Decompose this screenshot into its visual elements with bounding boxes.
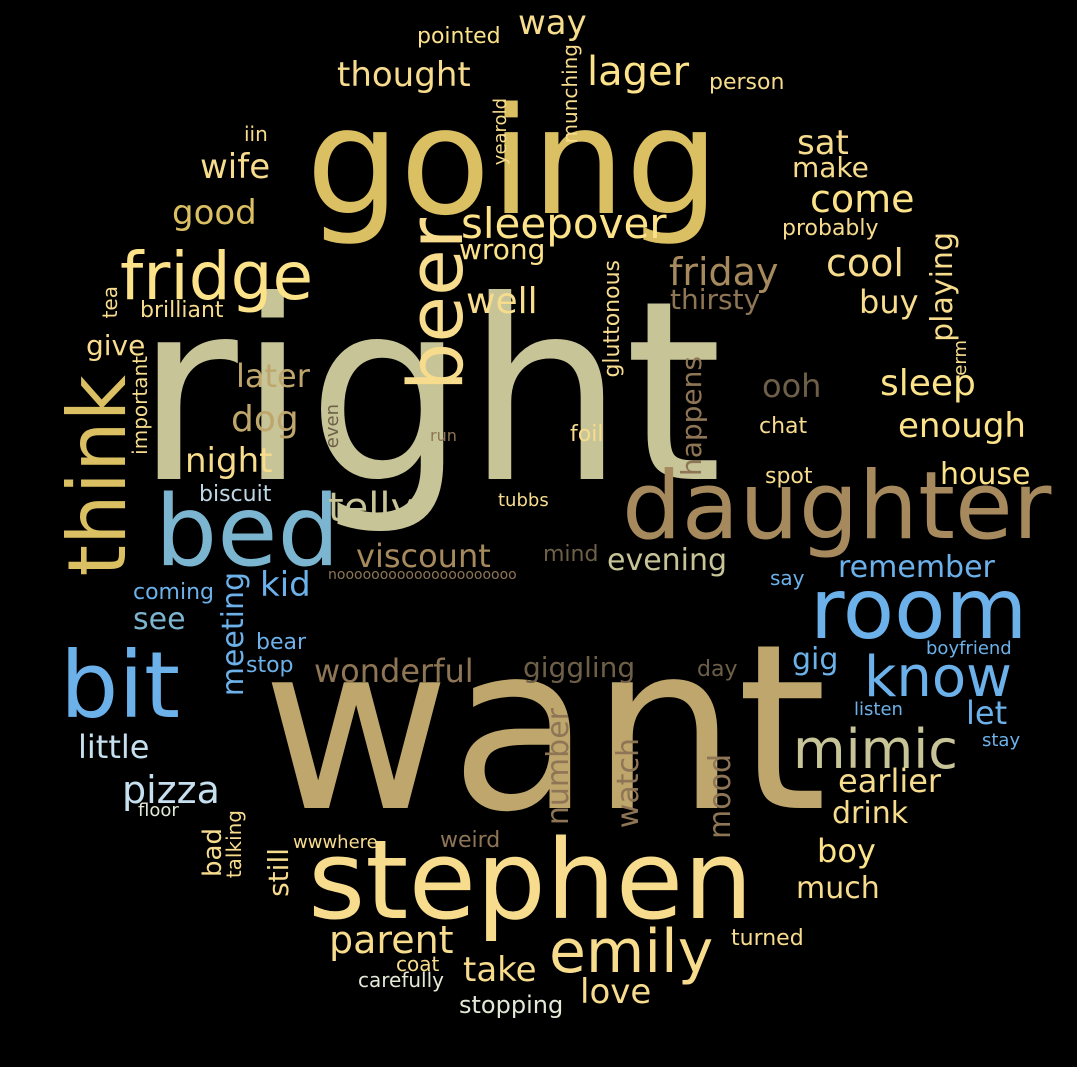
word-probably: probably	[782, 216, 879, 241]
word-wonderful: wonderful	[314, 652, 474, 690]
word-run: run	[430, 426, 457, 445]
word-thought: thought	[337, 55, 471, 95]
word-turned: turned	[731, 926, 804, 951]
word-ooh: ooh	[762, 367, 822, 405]
word-important: important	[128, 356, 152, 455]
word-stephen: stephen	[308, 816, 754, 944]
word-gluttonous: gluttonous	[600, 260, 625, 378]
word-earlier: earlier	[838, 762, 942, 800]
word-wwwhere: wwwhere	[293, 832, 378, 853]
word-telly: telly	[328, 485, 415, 531]
word-person: person	[709, 70, 785, 95]
word-bear: bear	[256, 630, 307, 655]
word-emily: emily	[549, 917, 714, 987]
word-giggling: giggling	[523, 651, 636, 684]
word-mind: mind	[543, 542, 599, 567]
word-drink: drink	[832, 796, 909, 831]
word-tubbs: tubbs	[498, 490, 549, 511]
word-brilliant: brilliant	[140, 298, 224, 323]
word-later: later	[236, 357, 310, 395]
word-even: even	[322, 404, 343, 449]
word-talking: talking	[222, 810, 246, 879]
word-evening: evening	[607, 543, 728, 578]
word-happens: happens	[675, 356, 708, 477]
word-give: give	[86, 329, 146, 362]
word-pizza: pizza	[122, 768, 220, 812]
word-weird: weird	[440, 828, 501, 853]
word-nooooooooooooooooooooo: nooooooooooooooooooooo	[328, 567, 517, 583]
word-come: come	[810, 177, 915, 221]
word-number: number	[541, 708, 576, 826]
word-pointed: pointed	[417, 24, 501, 49]
word-viscount: viscount	[356, 537, 491, 575]
word-daughter: daughter	[622, 452, 1052, 561]
word-sleepover: sleepover	[461, 199, 667, 248]
word-lager: lager	[587, 49, 690, 95]
word-little: little	[78, 728, 150, 766]
word-stopping: stopping	[459, 991, 564, 1019]
word-sat: sat	[797, 123, 849, 163]
word-think: think	[51, 375, 144, 577]
word-kid: kid	[260, 565, 311, 605]
word-house: house	[940, 457, 1031, 492]
word-see: see	[133, 602, 186, 637]
word-take: take	[463, 950, 537, 990]
word-dog: dog	[231, 399, 299, 440]
word-room: room	[810, 560, 1028, 658]
word-munching: munching	[558, 44, 582, 144]
word-biscuit: biscuit	[199, 482, 272, 507]
word-foil: foil	[570, 422, 604, 447]
word-coat: coat	[396, 952, 440, 976]
word-thirsty: thirsty	[670, 283, 761, 316]
word-iin: iin	[244, 122, 268, 146]
word-parent: parent	[329, 918, 454, 962]
word-going: going	[306, 76, 720, 248]
word-sleep: sleep	[880, 363, 976, 404]
word-day: day	[697, 657, 738, 682]
word-carefully: carefully	[358, 968, 445, 992]
word-good: good	[172, 193, 257, 233]
word-want: want	[262, 596, 828, 863]
word-love: love	[580, 972, 652, 1012]
word-wrong: wrong	[459, 233, 546, 266]
word-night: night	[185, 441, 273, 481]
word-friday: friday	[669, 250, 779, 294]
word-gig: gig	[792, 642, 839, 677]
word-stop: stop	[246, 653, 294, 678]
word-much: much	[796, 871, 880, 906]
word-yearold: yearold	[490, 98, 511, 166]
word-well: well	[466, 281, 538, 322]
word-enough: enough	[898, 406, 1026, 446]
word-fridge: fridge	[120, 238, 314, 315]
word-meeting: meeting	[216, 572, 251, 697]
word-coming: coming	[133, 580, 215, 605]
word-boy: boy	[817, 832, 876, 870]
word-let: let	[966, 694, 1008, 732]
word-listen: listen	[854, 699, 903, 720]
word-say: say	[770, 566, 805, 590]
word-still: still	[262, 848, 295, 897]
word-cool: cool	[826, 241, 904, 285]
word-stay: stay	[982, 730, 1021, 751]
word-tea: tea	[98, 286, 122, 319]
word-floor: floor	[138, 800, 179, 821]
word-watch: watch	[611, 738, 646, 829]
word-spot: spot	[765, 464, 813, 489]
word-playing: playing	[925, 232, 960, 342]
word-bit: bit	[60, 632, 181, 739]
word-buy: buy	[859, 283, 919, 321]
word-bed: bed	[155, 475, 340, 589]
word-way: way	[518, 3, 587, 43]
word-erm: erm	[950, 340, 971, 376]
word-make: make	[792, 151, 869, 184]
word-right: right	[135, 247, 723, 538]
word-wife: wife	[200, 147, 271, 187]
word-boyfriend: boyfriend	[926, 638, 1012, 659]
word-mimic: mimic	[793, 718, 958, 781]
word-mood: mood	[703, 754, 738, 839]
word-remember: remember	[838, 550, 995, 585]
word-know: know	[864, 645, 1012, 710]
word-chat: chat	[759, 414, 808, 439]
